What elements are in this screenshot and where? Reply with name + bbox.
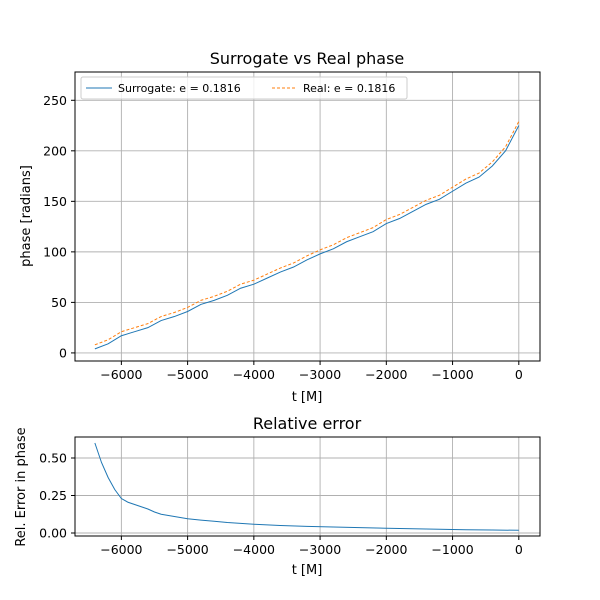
- error-plot-series-0-line: [94, 442, 519, 531]
- error-plot-x-tick-label: −6000: [100, 542, 142, 557]
- phase-plot-x-tick-label: −2000: [365, 367, 407, 382]
- phase-plot-ticks: −6000 −5000 −4000 −3000 −2000 −1000 0 0 50 100 150…: [43, 93, 523, 382]
- legend-surrogate-label: Surrogate: e = 0.1816: [118, 82, 241, 95]
- phase-plot-grid: [75, 72, 540, 361]
- phase-plot-frame: [74, 71, 541, 362]
- error-plot-grid: [75, 437, 540, 536]
- error-plot-x-tick-label: −5000: [166, 542, 208, 557]
- phase-plot-y-tick-label: 0: [59, 345, 67, 360]
- legend: Surrogate: e = 0.1816 Real: e = 0.1816: [80, 76, 408, 100]
- error-plot-x-tick-label: −2000: [365, 542, 407, 557]
- error-plot-x-tick-label: −3000: [299, 542, 341, 557]
- error-plot-frame: [74, 436, 541, 537]
- phase-plot-x-tick-label: −5000: [166, 367, 208, 382]
- phase-plot-y-tick-label: 150: [43, 194, 67, 209]
- phase-plot-title: Surrogate vs Real phase: [210, 49, 405, 68]
- error-plot-lines: [94, 442, 519, 531]
- error-plot-title: Relative error: [253, 414, 362, 433]
- phase-plot-x-tick-label: −6000: [100, 367, 142, 382]
- phase-plot: Surrogate vs Real phase −6000 −5000 −4000−…: [19, 49, 541, 405]
- phase-plot-y-tick-label: 50: [51, 295, 67, 310]
- phase-plot-x-tick-label: −4000: [233, 367, 275, 382]
- phase-plot-y-tick-label: 100: [43, 244, 67, 259]
- phase-plot-lines: [94, 121, 520, 350]
- phase-plot-y-tick-label: 250: [43, 93, 67, 108]
- legend-box: [80, 76, 408, 100]
- error-plot-y-tick-label: 0.00: [39, 526, 67, 541]
- phase-plot-x-label: t [M]: [292, 390, 323, 405]
- phase-plot-y-label: phase [radians]: [19, 165, 34, 267]
- error-plot-y-label: Rel. Error in phase: [14, 427, 29, 546]
- error-plot-ticks: −6000 −5000 −4000 −3000 −2000 −1000 0 0.00 0.25 0…: [39, 451, 523, 558]
- error-plot-x-tick-label: −4000: [233, 542, 275, 557]
- error-plot-x-tick-label: 0: [515, 542, 523, 557]
- phase-plot-x-tick-label: −1000: [431, 367, 473, 382]
- phase-plot-series-1-line: [94, 121, 520, 346]
- error-plot-x-label: t [M]: [292, 563, 323, 578]
- phase-plot-y-tick-label: 200: [43, 143, 67, 158]
- legend-real-label: Real: e = 0.1816: [303, 82, 395, 95]
- error-plot-y-tick-label: 0.50: [39, 451, 67, 466]
- error-plot: Relative error −6000 −5000 −4000 −3000 −2000…: [14, 414, 541, 578]
- phase-plot-x-tick-label: 0: [515, 367, 523, 382]
- phase-plot-x-tick-label: −3000: [299, 367, 341, 382]
- error-plot-x-tick-label: −1000: [431, 542, 473, 557]
- phase-plot-series-0-line: [94, 125, 520, 350]
- error-plot-y-tick-label: 0.25: [39, 488, 67, 503]
